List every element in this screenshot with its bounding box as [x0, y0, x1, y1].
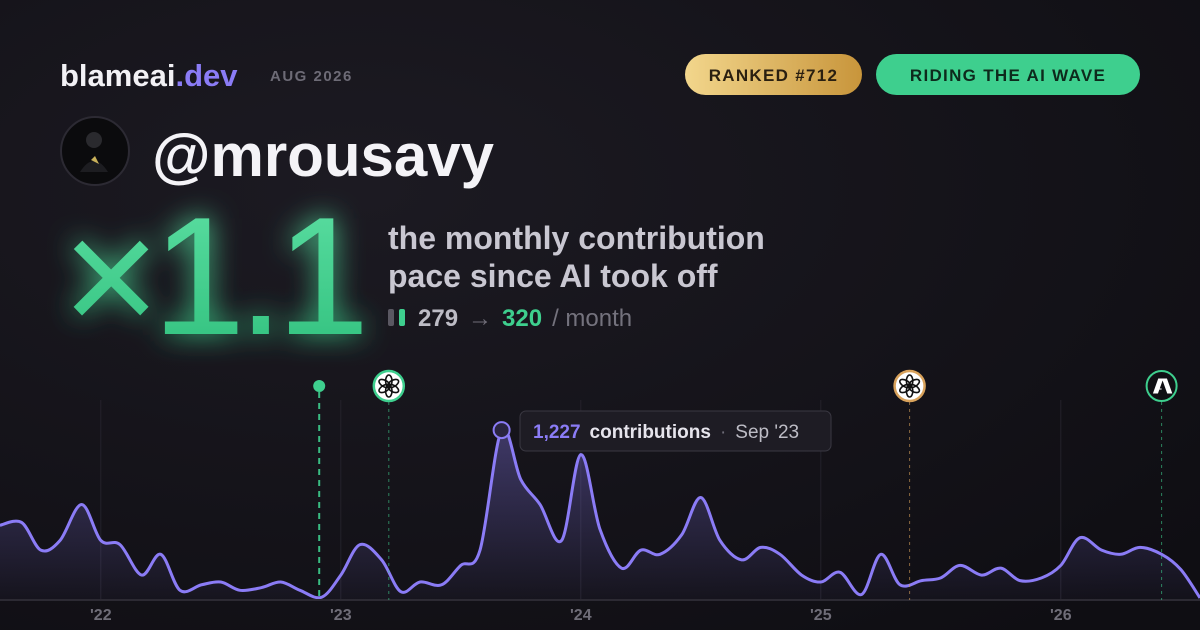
- tooltip-unit: contributions: [590, 422, 711, 443]
- event-glyph: [378, 378, 391, 389]
- event-icon: [372, 369, 406, 403]
- badge-text: RIDING THE AI WAVE: [910, 66, 1106, 85]
- tooltip-separator: ·: [720, 422, 726, 443]
- x-tick-label: '26: [1050, 607, 1072, 624]
- badge: [876, 54, 1140, 95]
- handle: @mrousavy: [152, 122, 495, 189]
- x-tick-label: '22: [90, 607, 112, 624]
- icon-before: [388, 309, 394, 326]
- avatar: [60, 116, 130, 186]
- stat-after: 320: [502, 305, 542, 332]
- brand-name: blameai: [60, 58, 175, 93]
- description: the monthly contribution: [388, 220, 765, 256]
- period: AUG 2026: [270, 68, 353, 85]
- event-glyph: [899, 378, 912, 389]
- highlight-ring: [492, 421, 511, 440]
- stats: 279 → 320 / month: [418, 305, 632, 332]
- multiplier: ×1.1: [62, 182, 362, 370]
- tooltip: [519, 410, 832, 452]
- icon-after: [399, 309, 405, 326]
- badge-text: RANKED #712: [709, 66, 839, 85]
- badge: [685, 54, 862, 95]
- brand-suffix: .dev: [175, 58, 238, 93]
- chart: '22 '23 '24 '25 '26 1,227 contributions · Sep '2…: [0, 369, 1200, 624]
- brand: blameai.dev: [60, 58, 238, 93]
- stat-unit: / month: [552, 305, 632, 332]
- description: pace since AI took off: [388, 258, 718, 294]
- event-icon: [893, 369, 926, 403]
- tooltip-date: Sep '23: [735, 422, 799, 443]
- event-glyph: [1152, 378, 1173, 394]
- event-icon: [1145, 370, 1178, 402]
- event-dot: [313, 380, 326, 392]
- area-fill: [0, 428, 1200, 600]
- tooltip-text: 1,227 contributions · Sep '23: [533, 422, 799, 443]
- x-tick-label: '24: [570, 607, 592, 624]
- line: [0, 426, 1200, 600]
- stat-before: 279: [418, 305, 458, 332]
- tooltip-value: 1,227: [533, 422, 581, 443]
- x-tick-label: '25: [810, 607, 832, 624]
- x-tick-label: '23: [330, 607, 352, 624]
- stat-arrow: →: [468, 305, 492, 332]
